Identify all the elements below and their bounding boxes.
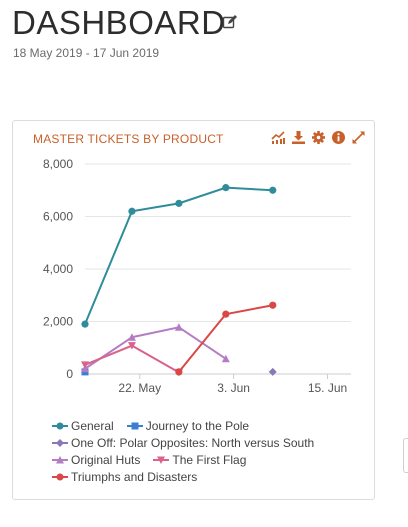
legend-item[interactable]: Triumphs and Disasters: [51, 470, 197, 484]
data-point: [221, 354, 230, 363]
card-toolbar: [271, 130, 366, 145]
data-point: [81, 361, 89, 369]
legend-label: One Off: Polar Opposites: North versus S…: [71, 435, 315, 450]
edit-title-button[interactable]: [222, 14, 238, 30]
y-tick-label: 4,000: [43, 262, 73, 276]
data-point: [268, 367, 277, 376]
page-title: DASHBOARD: [12, 4, 226, 41]
info-icon: [332, 131, 345, 144]
side-panel-tab[interactable]: [403, 438, 408, 473]
series-line-4: [84, 344, 180, 374]
legend-row: One Off: Polar Opposites: North versus S…: [51, 434, 326, 451]
legend-item[interactable]: The First Flag: [152, 453, 246, 467]
legend-swatch: [52, 438, 68, 447]
x-tick-label: 15. Jun: [308, 381, 347, 395]
settings-button[interactable]: [311, 130, 326, 145]
data-point: [175, 368, 183, 376]
chart-card: MASTER TICKETS BY PRODUCT: [12, 120, 375, 500]
legend-swatch: [126, 422, 143, 429]
legend-swatch: [52, 473, 68, 480]
data-point: [269, 301, 277, 309]
legend-swatch: [153, 456, 170, 464]
card-title: MASTER TICKETS BY PRODUCT: [33, 132, 224, 146]
x-tick-label: 22. May: [118, 381, 161, 395]
legend-label: Original Huts: [71, 452, 141, 467]
data-point: [127, 342, 136, 350]
data-point: [128, 207, 136, 215]
download-button[interactable]: [291, 130, 306, 145]
expand-icon: [352, 131, 365, 144]
expand-button[interactable]: [351, 130, 366, 145]
legend-row: Triumphs and Disasters: [51, 468, 326, 485]
y-tick-label: 0: [66, 367, 73, 381]
trend-chart-button[interactable]: [271, 130, 286, 145]
line-chart: 0 2,000 4,000 6,000 8,000 22. May 3. Jun 15. Ju…: [43, 157, 351, 395]
legend-swatch: [52, 422, 68, 429]
trend-chart-icon: [271, 131, 285, 144]
legend-row: General Journey to the Pole: [51, 417, 326, 434]
download-icon: [292, 131, 305, 144]
legend-label: Journey to the Pole: [145, 418, 250, 433]
date-range: 18 May 2019 - 17 Jun 2019: [13, 46, 160, 60]
data-point: [222, 310, 230, 318]
data-point: [269, 186, 277, 194]
legend-label: General: [71, 418, 114, 433]
y-tick-label: 6,000: [43, 210, 73, 224]
y-tick-label: 2,000: [43, 315, 73, 329]
data-point: [222, 184, 230, 192]
legend-item[interactable]: One Off: Polar Opposites: North versus S…: [51, 436, 314, 450]
series-line-3: [84, 326, 227, 370]
data-point: [81, 320, 89, 328]
edit-icon: [222, 15, 237, 29]
chart-legend: General Journey to the Pole One Off: Polar…: [51, 417, 326, 485]
legend-item[interactable]: Original Huts: [51, 453, 140, 467]
gear-icon: [312, 131, 325, 144]
legend-label: Triumphs and Disasters: [71, 469, 198, 484]
data-point: [175, 199, 183, 207]
legend-swatch: [52, 455, 68, 463]
legend-label: The First Flag: [172, 452, 247, 467]
legend-item[interactable]: Journey to the Pole: [126, 419, 249, 433]
series-line-0: [84, 186, 273, 325]
info-button[interactable]: [331, 130, 346, 145]
y-tick-label: 8,000: [43, 157, 73, 171]
data-point: [127, 333, 136, 341]
x-tick-label: 3. Jun: [217, 381, 250, 395]
legend-row: Original Huts The First Flag: [51, 451, 326, 468]
data-point: [174, 323, 183, 331]
legend-item[interactable]: General: [51, 419, 114, 433]
